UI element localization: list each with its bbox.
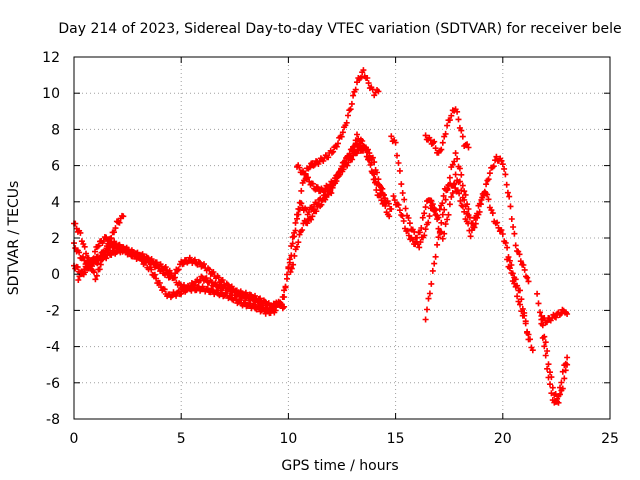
series-track-2 <box>71 234 279 317</box>
series-track-3 <box>75 244 288 315</box>
series-track-10 <box>422 106 472 156</box>
y-tick-label: 2 <box>51 231 60 247</box>
data-point-markers <box>534 290 571 406</box>
data-point-markers <box>276 67 382 309</box>
data-point-markers <box>538 306 571 326</box>
x-tick-label: 20 <box>494 431 512 447</box>
tick-layer: 0 5 10 15 20 25 -8 -6 -4 -2 0 2 4 6 8 10 12 <box>42 50 619 447</box>
data-point-markers <box>422 150 472 323</box>
data-point-markers <box>504 256 536 354</box>
y-tick-label: 8 <box>51 122 60 138</box>
data-point-markers <box>75 244 288 315</box>
y-tick-label: -6 <box>46 376 60 392</box>
series-track-14 <box>538 320 571 406</box>
data-point-markers <box>294 143 388 202</box>
data-point-markers <box>71 234 279 317</box>
x-tick-label: 0 <box>70 431 79 447</box>
series-track-5 <box>281 131 393 300</box>
data-point-markers <box>281 131 393 300</box>
series-track-12 <box>504 256 536 354</box>
series-track-13 <box>534 290 571 406</box>
y-tick-label: -8 <box>46 412 60 428</box>
y-tick-label: 0 <box>51 267 60 283</box>
x-tick-label: 25 <box>601 431 619 447</box>
x-tick-label: 15 <box>387 431 405 447</box>
series-track-11 <box>422 150 472 323</box>
data-point-markers <box>538 320 571 406</box>
data-point-markers <box>390 153 532 285</box>
y-tick-label: -2 <box>46 303 60 319</box>
y-tick-label: -4 <box>46 340 60 356</box>
x-tick-label: 10 <box>279 431 297 447</box>
series-track-9 <box>390 153 532 285</box>
series-track-7 <box>294 143 388 202</box>
series-track-4 <box>276 67 382 309</box>
y-tick-label: 6 <box>51 159 60 175</box>
grid-layer <box>74 57 610 419</box>
x-tick-label: 5 <box>177 431 186 447</box>
y-tick-label: 12 <box>42 50 60 66</box>
y-tick-label: 4 <box>51 195 60 211</box>
chart-title: Day 214 of 2023, Sidereal Day-to-day VTE… <box>58 21 621 37</box>
data-point-markers <box>422 106 472 156</box>
data-layer <box>71 67 571 406</box>
y-axis-label: SDTVAR / TECUs <box>6 181 22 296</box>
y-tick-label: 10 <box>42 86 60 102</box>
x-axis-label: GPS time / hours <box>281 458 398 474</box>
series-track-15 <box>538 306 571 326</box>
